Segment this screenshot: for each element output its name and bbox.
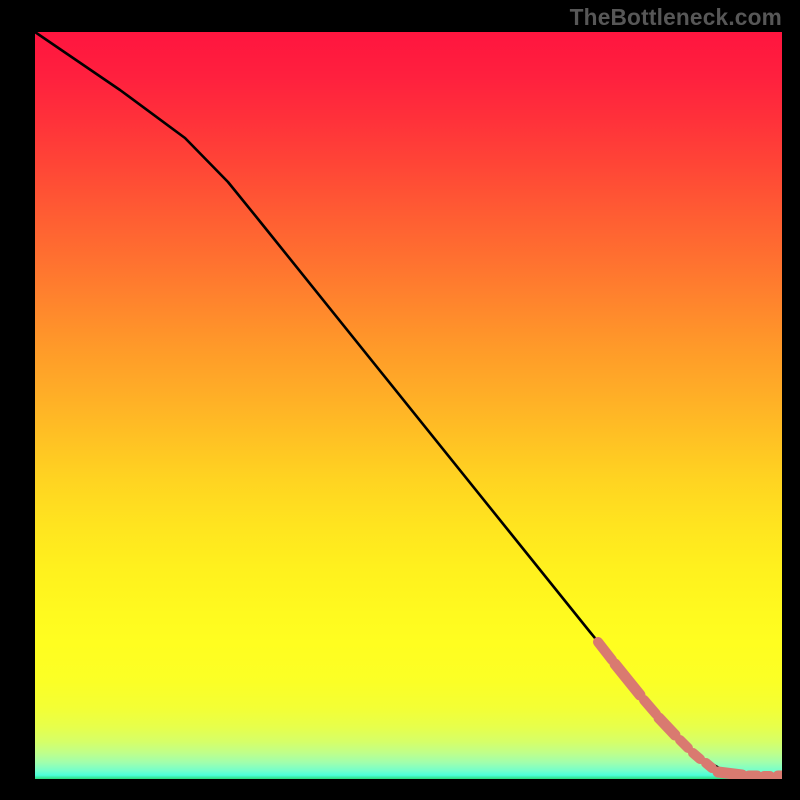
- plot-area: [35, 32, 782, 779]
- curve-marker: [693, 753, 700, 759]
- curve-marker: [718, 772, 742, 775]
- curve-marker: [706, 763, 712, 768]
- plot-svg: [35, 32, 782, 779]
- figure-canvas: TheBottleneck.com: [0, 0, 800, 800]
- watermark-text: TheBottleneck.com: [570, 4, 782, 31]
- curve-marker: [680, 740, 688, 748]
